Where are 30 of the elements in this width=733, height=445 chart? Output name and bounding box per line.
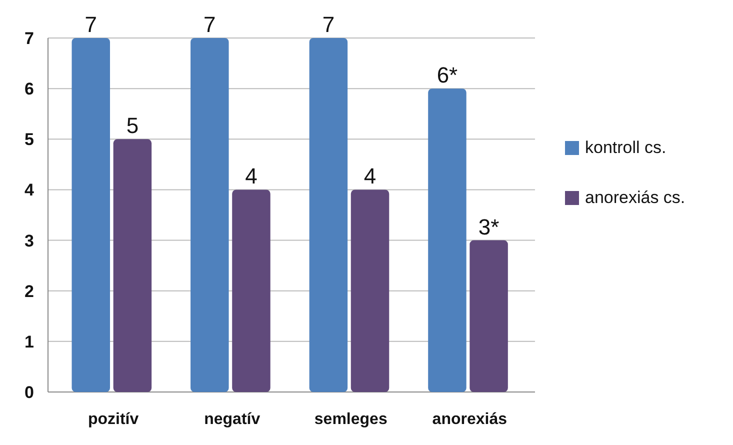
y-tick-label: 4 — [24, 180, 35, 200]
y-tick-label: 7 — [24, 29, 34, 48]
data-label: 6* — [436, 62, 458, 88]
bar — [190, 38, 229, 392]
bar — [470, 240, 508, 392]
data-label: 4 — [245, 164, 258, 189]
data-label: 4 — [364, 164, 376, 189]
bar — [428, 88, 466, 392]
x-tick-label: negatív — [204, 411, 260, 428]
y-tick-label: 0 — [24, 383, 34, 402]
bar — [72, 38, 110, 392]
bar — [232, 190, 270, 392]
bar — [350, 190, 390, 392]
x-tick-label: pozitív — [88, 411, 139, 428]
x-tick-label: anorexiás — [432, 411, 508, 428]
legend-label: kontroll cs. — [585, 138, 666, 157]
y-tick-label: 1 — [24, 332, 34, 352]
data-label: 7 — [204, 12, 216, 37]
data-label: 5 — [126, 113, 139, 138]
data-label: 7 — [84, 12, 98, 37]
y-tick-label: 6 — [24, 80, 34, 99]
bar — [309, 38, 348, 392]
y-tick-label: 2 — [24, 282, 34, 301]
y-tick-label: 5 — [24, 130, 34, 150]
x-tick-label: semleges — [314, 411, 388, 428]
data-label: 3* — [478, 214, 500, 240]
y-tick-label: 3 — [24, 231, 34, 250]
legend-label: anorexiás cs. — [585, 188, 686, 207]
data-label: 7 — [322, 12, 335, 37]
bar — [113, 139, 152, 392]
